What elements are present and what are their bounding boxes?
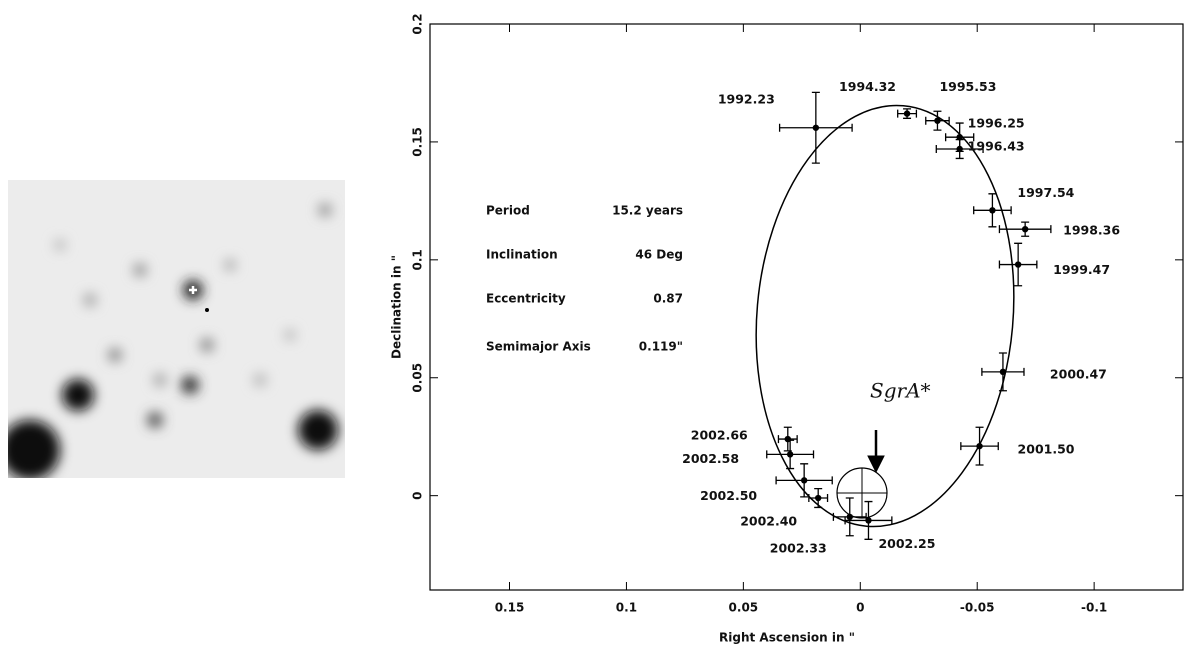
x-tick-label: 0.15 [495,601,525,615]
x-tick-label: -0.1 [1081,601,1107,615]
x-error-cap [960,442,999,451]
parameter-value: 0.87 [653,292,683,306]
y-error-cap [988,193,997,228]
point-label: 2002.58 [682,451,739,466]
y-error-cap [998,352,1007,392]
x-error-cap [973,206,1012,215]
y-tick-label: 0.15 [411,127,425,157]
y-error-cap [1021,221,1030,237]
point-label: 2002.40 [740,514,797,529]
point [846,513,853,521]
point-label: 2002.25 [878,536,935,551]
point [976,442,983,450]
x-tick-label: 0.05 [729,601,759,615]
plot-frame [429,23,1184,591]
point [989,207,996,214]
x-error-cap [844,516,893,525]
parameter-name: Inclination [486,248,558,262]
x-tick-label: 0 [856,601,864,615]
point [956,145,963,153]
point-label: 1995.53 [939,79,996,94]
x-error-cap [808,494,829,503]
point [999,368,1007,376]
y-tick-label: 0.1 [411,249,425,270]
point-label: 2001.50 [1018,442,1075,457]
parameter-value: 0.119" [639,340,683,354]
y-error-cap [814,487,823,509]
point-label: 2000.47 [1050,366,1107,381]
y-error-cap [955,138,964,160]
sgra-label: SgrA* [870,379,931,403]
x-error-cap [777,435,798,444]
y-tick-label: 0.05 [411,363,425,393]
y-error-cap [903,108,912,119]
point-label: 1992.23 [718,91,775,106]
point [956,134,963,141]
point-label: 1997.54 [1017,185,1074,200]
parameter-name: Semimajor Axis [486,340,591,354]
parameter-name: Eccentricity [486,292,566,306]
point-label: 1996.43 [968,138,1025,153]
y-error-cap [800,463,809,498]
point-label: 2002.50 [700,488,757,503]
x-error-cap [832,512,867,521]
point-label: 1999.47 [1053,262,1110,277]
y-error-cap [811,91,820,164]
point [814,494,822,502]
parameter-name: Period [486,204,530,218]
point [812,124,820,131]
parameter-value: 15.2 years [612,204,683,218]
x-error-cap [935,144,984,153]
point [784,435,791,443]
x-error-cap [998,260,1038,269]
point [903,110,911,117]
y-tick-label: 0 [411,491,425,499]
parameter-value: 46 Deg [635,248,683,262]
point-label: 1994.32 [839,79,896,94]
y-error-cap [783,426,792,452]
y-error-cap [845,497,854,537]
sky-image [8,180,345,478]
x-error-cap [981,367,1025,376]
orbit-fit [755,104,1015,528]
point-label: 1996.25 [968,116,1025,131]
point [1014,261,1022,268]
point [934,117,941,124]
point-label: 2002.33 [770,540,827,555]
point [1021,225,1029,233]
point-label: 1998.36 [1063,223,1120,238]
y-error-cap [975,426,984,466]
x-error-cap [944,133,975,142]
x-tick-label: -0.05 [960,601,995,615]
x-tick-label: 0.1 [616,601,637,615]
x-error-cap [775,476,833,485]
point [786,451,794,458]
sgra-marker [836,430,888,519]
point [865,517,872,524]
y-tick-label: 0.2 [411,13,425,34]
x-error-cap [925,116,950,125]
point [800,477,808,484]
y-error-cap [864,500,873,540]
x-error-cap [778,123,853,132]
y-error-cap [1014,242,1023,287]
y-error-cap [933,110,942,131]
y-axis-label: Declination in " [390,255,404,359]
x-error-cap [998,225,1052,234]
x-axis-label: Right Ascension in " [719,631,855,645]
point-label: 2002.66 [691,428,748,443]
x-error-cap [897,109,918,118]
x-error-cap [766,450,815,459]
